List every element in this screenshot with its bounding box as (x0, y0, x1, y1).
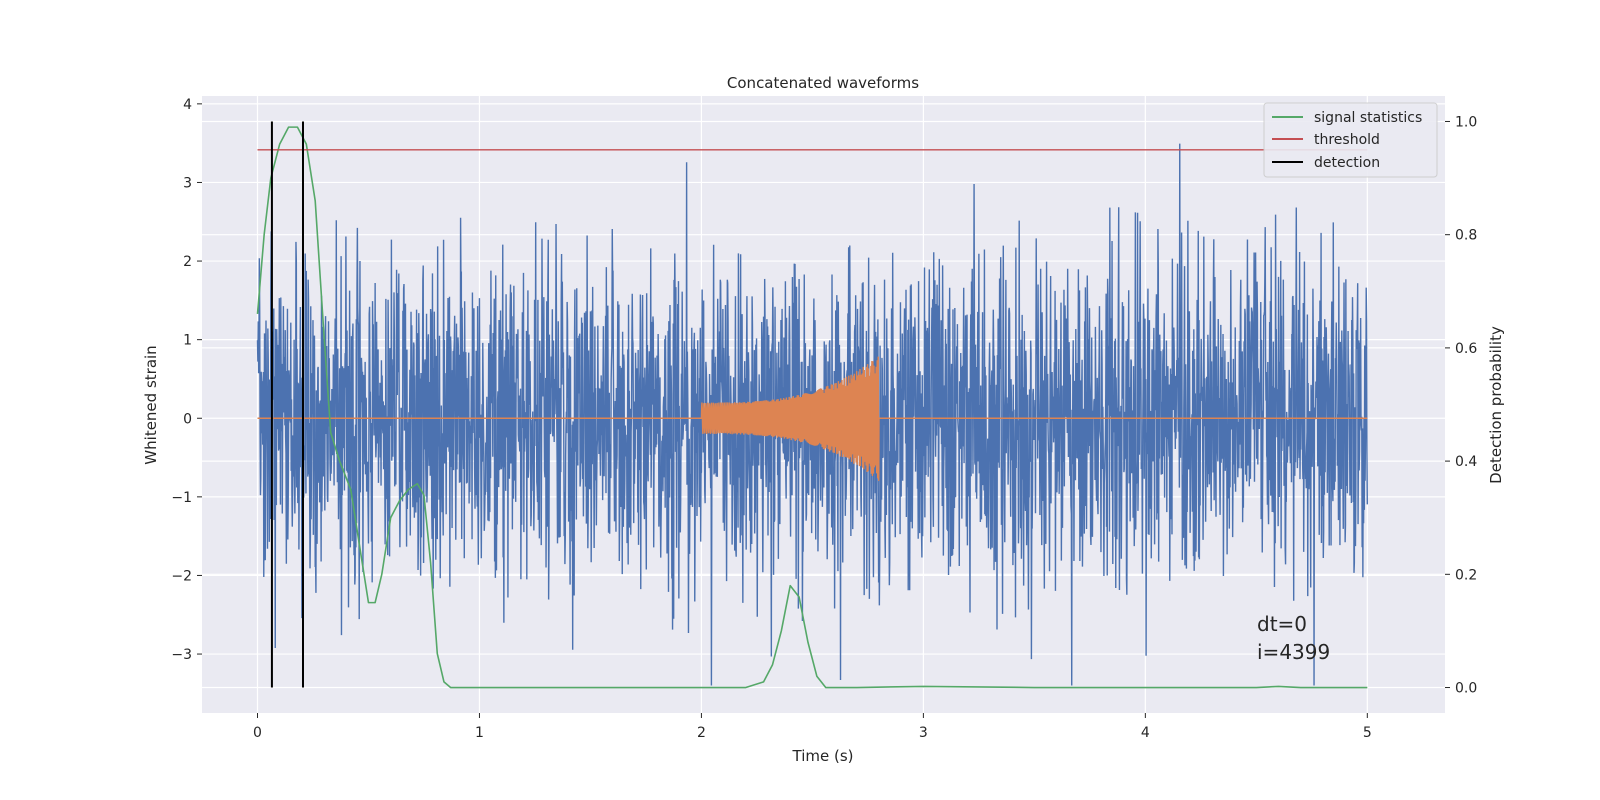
y-tick-label: 3 (183, 175, 192, 191)
legend-label-detection: detection (1314, 155, 1380, 171)
y-tick-label: 4 (183, 97, 192, 113)
x-tick-label: 1 (475, 725, 484, 741)
y-tick-label: 1 (183, 333, 192, 349)
series-whitened-strain (256, 143, 1369, 686)
y-axis-label: Whitened strain (142, 345, 160, 464)
chart-title: Concatenated waveforms (727, 74, 919, 92)
y2-tick-label: 1.0 (1455, 114, 1477, 130)
series-template-waveform (257, 356, 1368, 481)
legend-box (1263, 102, 1438, 178)
plot-area (256, 121, 1369, 689)
y2-tick-label: 0.2 (1455, 567, 1477, 583)
y2-axis-label: Detection probability (1487, 326, 1505, 484)
legend-label-signal-statistics: signal statistics (1314, 110, 1422, 126)
x-tick-label: 3 (919, 725, 928, 741)
x-tick-label: 2 (697, 725, 706, 741)
x-tick-label: 5 (1363, 725, 1372, 741)
y-tick-label: −3 (171, 647, 192, 663)
ticks: 0 1 2 3 4 5 4 3 2 1 0 −1 −2 −3 1.0 0.8 0.6 0.4 0.2 0.0 (171, 97, 1477, 741)
annotation-dt: dt=0 (1257, 612, 1307, 636)
y2-tick-label: 0.6 (1455, 341, 1477, 357)
x-tick-label: 4 (1141, 725, 1150, 741)
y-tick-label: 0 (183, 411, 192, 427)
annotation-i: i=4399 (1257, 640, 1330, 664)
legend: signal statistics threshold detection (1263, 102, 1438, 178)
y-tick-label: −2 (171, 568, 192, 584)
y-tick-label: 2 (183, 254, 192, 270)
y2-tick-label: 0.4 (1455, 454, 1477, 470)
x-axis-label: Time (s) (792, 747, 854, 765)
y2-tick-label: 0.0 (1455, 681, 1477, 697)
y2-tick-label: 0.8 (1455, 228, 1477, 244)
series-signal-statistics (256, 126, 1368, 689)
legend-label-threshold: threshold (1314, 132, 1380, 148)
x-tick-label: 0 (253, 725, 262, 741)
y-tick-label: −1 (171, 490, 192, 506)
